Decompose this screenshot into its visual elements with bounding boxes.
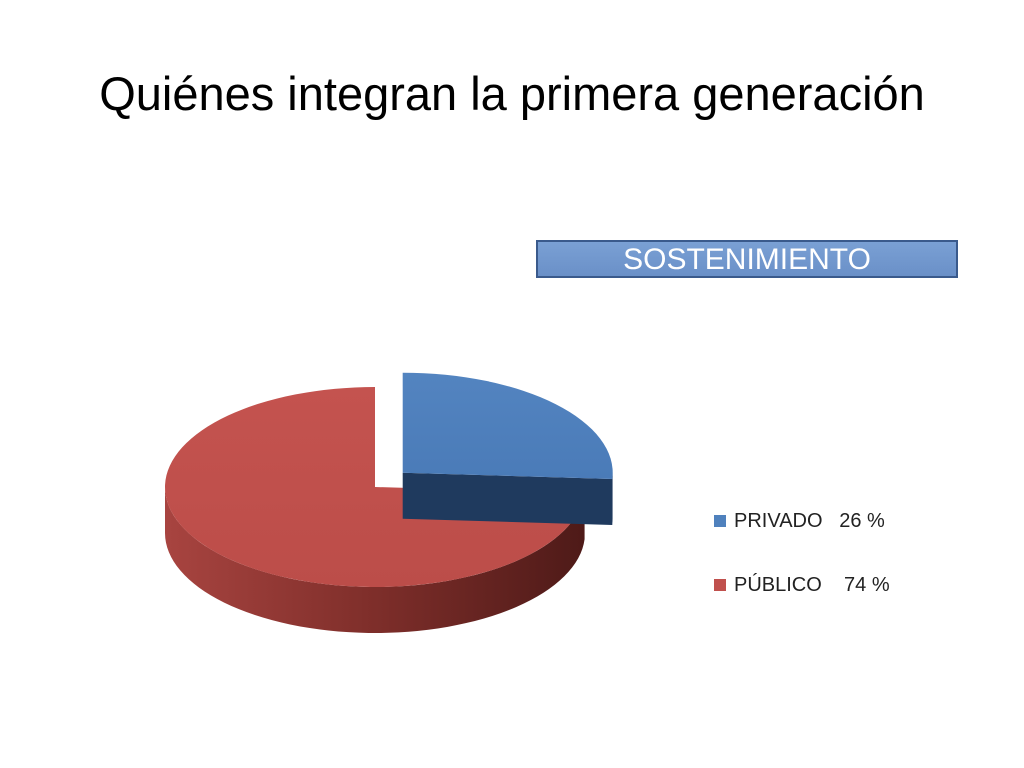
legend-item-publico: PÚBLICO 74 %: [714, 569, 890, 601]
legend-swatch-privado: [714, 515, 726, 527]
pie-slice-publico: [165, 387, 585, 587]
pie-slice-privado: [402, 372, 613, 479]
legend-swatch-publico: [714, 579, 726, 591]
pie-slice-side-publico: [165, 487, 585, 634]
pie-slice-inner-wall-privado: [402, 472, 613, 525]
chart-title-box: SOSTENIMIENTO: [536, 240, 958, 278]
legend-item-privado: PRIVADO 26 %: [714, 505, 890, 537]
slide-title: Quiénes integran la primera generación: [99, 67, 925, 120]
chart-legend: PRIVADO 26 % PÚBLICO 74 %: [714, 505, 890, 633]
legend-label-privado: PRIVADO 26 %: [734, 509, 885, 532]
legend-label-publico: PÚBLICO 74 %: [734, 573, 890, 596]
